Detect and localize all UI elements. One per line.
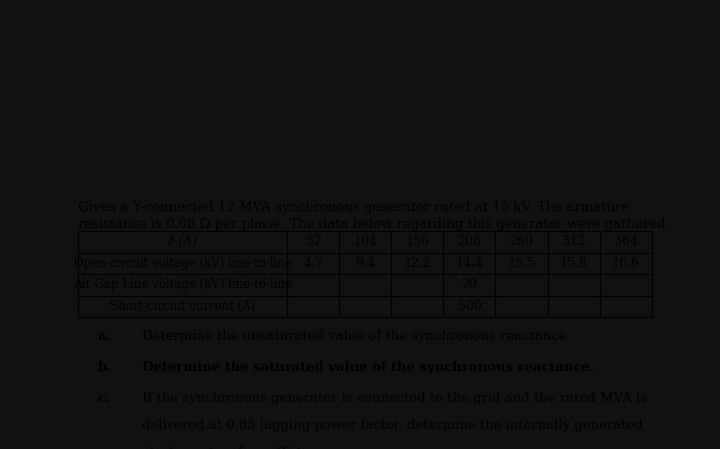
Text: 208: 208 <box>457 235 482 248</box>
Text: Iⁱ (A): Iⁱ (A) <box>168 235 198 248</box>
Text: 500: 500 <box>457 300 482 313</box>
Text: 9.4: 9.4 <box>356 257 375 270</box>
Text: 156: 156 <box>405 235 429 248</box>
Text: 260: 260 <box>510 235 534 248</box>
Text: 14.4: 14.4 <box>456 257 483 270</box>
Text: 52: 52 <box>305 235 321 248</box>
Text: 16.6: 16.6 <box>611 257 639 270</box>
Text: c.: c. <box>97 392 110 405</box>
Text: Open-circuit voltage (kV) line-to-line: Open-circuit voltage (kV) line-to-line <box>74 257 292 270</box>
Text: If the synchronous generator is connected to the grid and the rated MVA is: If the synchronous generator is connecte… <box>142 392 647 405</box>
Text: 15.8: 15.8 <box>559 257 588 270</box>
Text: Air Gap Line voltage (kV) line-to-line: Air Gap Line voltage (kV) line-to-line <box>73 278 292 291</box>
Text: 312: 312 <box>562 235 585 248</box>
Text: 12.2: 12.2 <box>404 257 431 270</box>
Text: Determine the unsaturated value of the synchronous reactance: Determine the unsaturated value of the s… <box>142 330 567 343</box>
Text: 104: 104 <box>354 235 377 248</box>
Text: 364: 364 <box>613 235 637 248</box>
Text: delivered at 0.85 lagging power factor, determine the internally generated: delivered at 0.85 lagging power factor, … <box>142 419 643 432</box>
Text: 15.5: 15.5 <box>508 257 535 270</box>
Text: 20: 20 <box>462 278 477 291</box>
Text: a.: a. <box>97 330 111 343</box>
Text: b.: b. <box>97 361 112 374</box>
Text: 4.7: 4.7 <box>304 257 323 270</box>
Text: Determine the saturated value of the synchronous reactance.: Determine the saturated value of the syn… <box>142 361 595 374</box>
Text: Given a Y-connected 12 MVA synchronous generator rated at 15 kV. The armature: Given a Y-connected 12 MVA synchronous g… <box>78 201 629 214</box>
Text: resistance is 0.08 Ω per phase. The data below regarding this generator were gat: resistance is 0.08 Ω per phase. The data… <box>78 218 670 231</box>
Text: electromotive force (Eᵣ).: electromotive force (Eᵣ). <box>142 445 305 449</box>
Text: Short-circuit current (A): Short-circuit current (A) <box>110 300 256 313</box>
